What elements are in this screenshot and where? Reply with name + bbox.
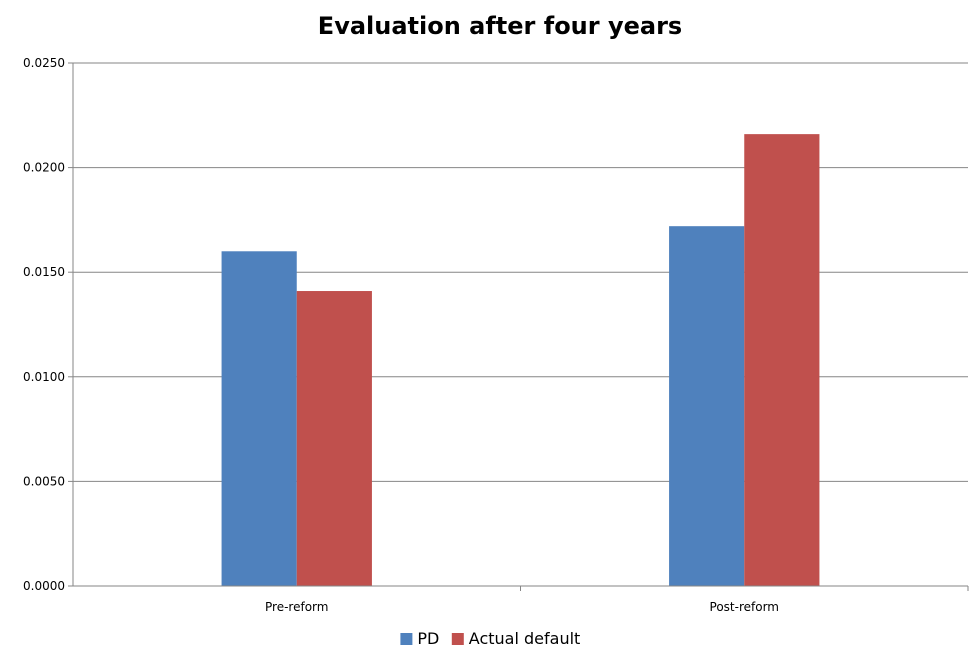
gridlines: [73, 62, 968, 482]
y-tick-label: 0.0200: [23, 161, 65, 175]
y-tick-label: 0.0100: [23, 370, 65, 384]
bar-actual-default-post-reform: [744, 134, 820, 587]
legend: PD Actual default: [400, 629, 580, 648]
legend-swatch-actual-default: [451, 633, 464, 645]
y-tick-label: 0.0150: [23, 265, 65, 279]
x-tick-label: Pre-reform: [265, 600, 328, 614]
legend-swatch-pd: [400, 633, 413, 645]
axes: 0.0000 0.0050 0.0100 0.0150 0.0200 0.0250 Pre-…: [23, 56, 969, 614]
y-tick-label: 0.0250: [23, 56, 65, 70]
chart-title: Evaluation after four years: [318, 12, 682, 40]
legend-label: Actual default: [469, 629, 581, 648]
x-tick-label: Post-reform: [710, 600, 779, 614]
legend-label: PD: [417, 629, 439, 648]
bar-actual-default-pre-reform: [296, 291, 372, 586]
bar-pd-post-reform: [669, 226, 745, 586]
y-tick-label: 0.0050: [23, 474, 65, 488]
y-tick-label: 0.0000: [23, 579, 65, 593]
bar-pd-pre-reform: [221, 251, 297, 586]
bars: [221, 134, 820, 587]
